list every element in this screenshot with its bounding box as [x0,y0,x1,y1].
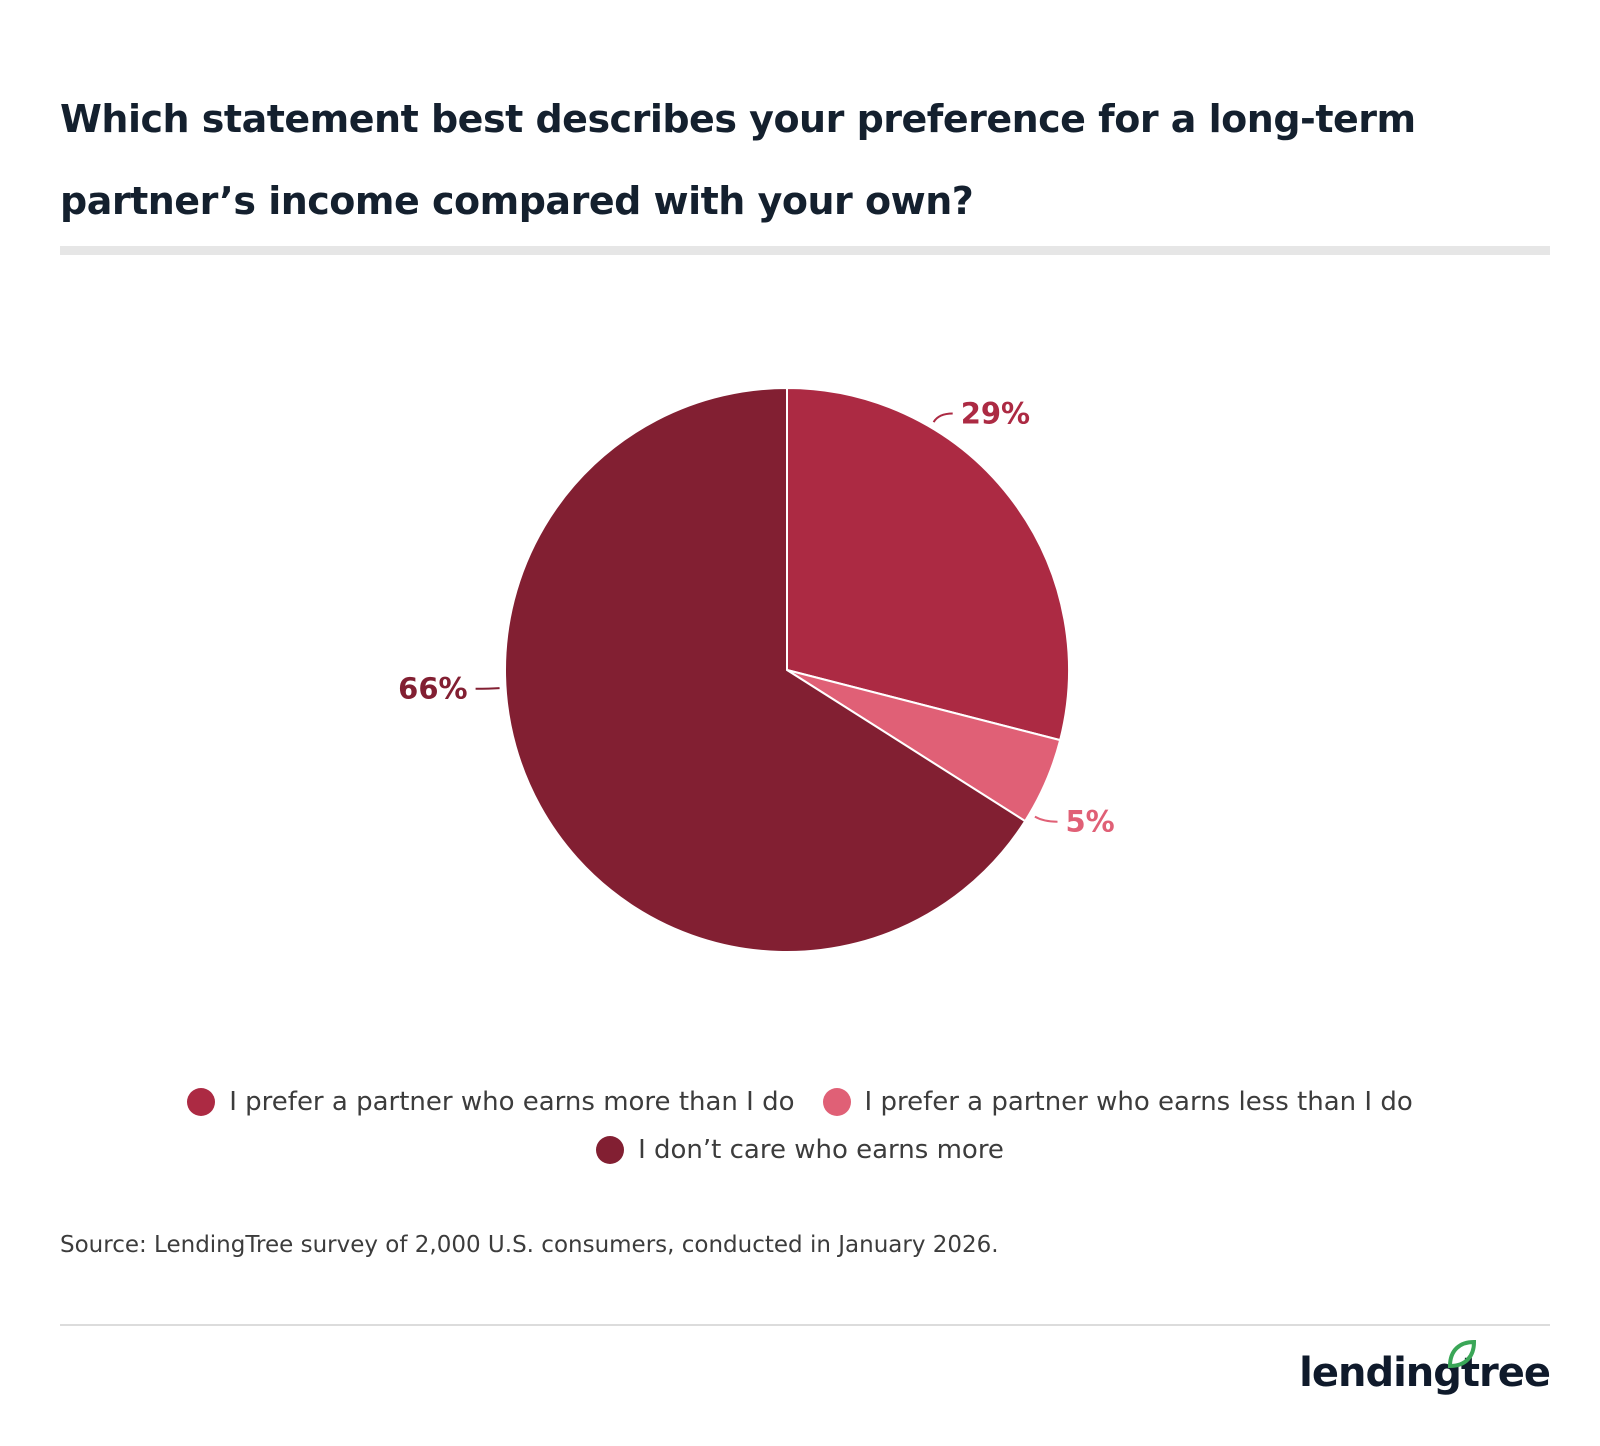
source-note: Source: LendingTree survey of 2,000 U.S.… [60,1232,999,1258]
legend-label-dont-care: I don’t care who earns more [638,1135,1004,1165]
title-divider [60,246,1550,255]
legend-label-earns-less: I prefer a partner who earns less than I… [864,1087,1413,1117]
legend-item-earns-more: I prefer a partner who earns more than I… [187,1087,795,1117]
logo-wordmark: lendingtree [1299,1350,1551,1396]
leaf-icon [1447,1339,1477,1369]
leader-line-2 [1034,815,1058,823]
leader-line-3 [475,687,500,690]
legend-item-earns-less: I prefer a partner who earns less than I… [822,1087,1413,1117]
legend-label-earns-more: I prefer a partner who earns more than I… [229,1087,795,1117]
label-earns-less: 5% [1066,805,1115,839]
legend: I prefer a partner who earns more than I… [0,1078,1600,1174]
legend-dot-earns-less [822,1088,851,1116]
lendingtree-logo: lendingtree [1299,1339,1551,1396]
legend-dot-dont-care [596,1136,625,1164]
legend-dot-earns-more [187,1088,216,1116]
label-earns-more: 29% [961,396,1030,430]
leader-line-1 [932,412,953,423]
legend-row-2: I don’t care who earns more [0,1126,1600,1174]
legend-item-dont-care: I don’t care who earns more [596,1135,1004,1165]
legend-row-1: I prefer a partner who earns more than I… [0,1078,1600,1126]
slice-earns-more [786,386,1070,742]
footer-divider [60,1324,1550,1326]
slice-dont-care [504,386,1027,953]
label-dont-care: 66% [398,672,467,706]
pie-chart: 29% 5% 66% [398,386,1115,953]
chart-title: Which statement best describes your pref… [60,97,1416,223]
